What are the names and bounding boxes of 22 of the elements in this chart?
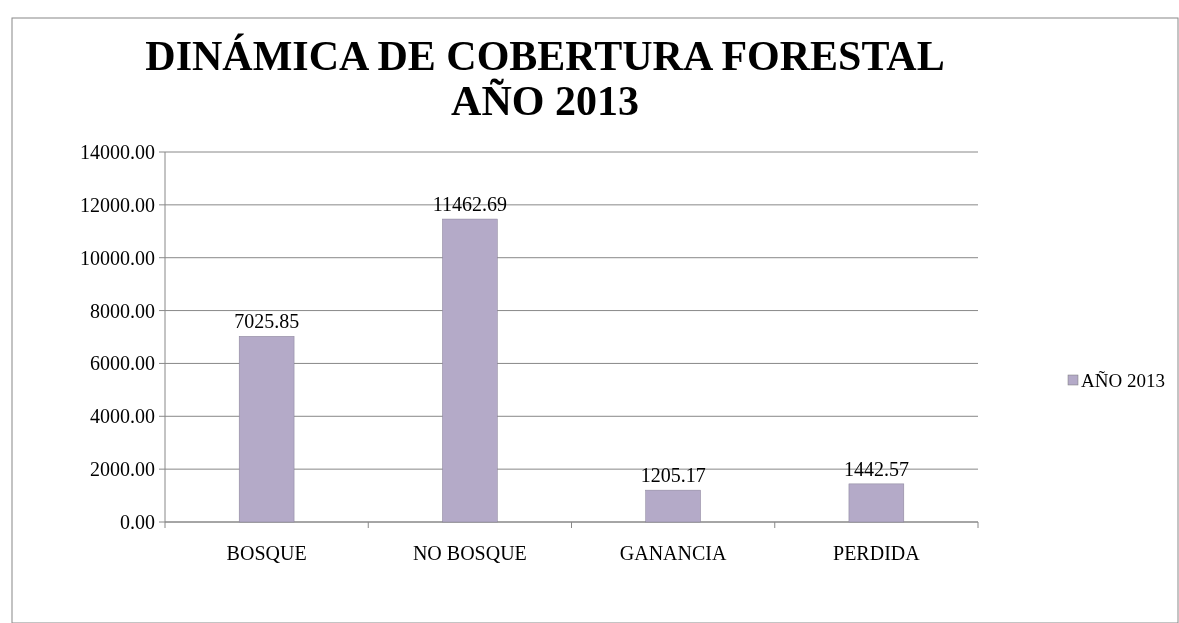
y-tick-label: 6000.00 bbox=[90, 352, 155, 375]
data-label: 1442.57 bbox=[843, 457, 909, 480]
legend-label: AÑO 2013 bbox=[1081, 369, 1165, 391]
x-tick-label: BOSQUE bbox=[226, 542, 307, 564]
y-tick-label: 8000.00 bbox=[90, 299, 155, 322]
x-tick-label: GANANCIA bbox=[619, 542, 728, 564]
data-label: 1205.17 bbox=[640, 464, 706, 487]
data-label: 7025.85 bbox=[234, 310, 300, 333]
y-tick-label: 4000.00 bbox=[90, 405, 155, 428]
y-tick-label: 10000.00 bbox=[80, 246, 155, 269]
bar bbox=[645, 489, 701, 523]
y-tick-label: 12000.00 bbox=[80, 193, 155, 216]
x-tick-label: PERDIDA bbox=[833, 542, 921, 564]
bar bbox=[238, 336, 295, 523]
y-tick-label: 14000.00 bbox=[80, 141, 155, 163]
y-tick-label: 2000.00 bbox=[90, 458, 155, 481]
y-tick-label: 0.00 bbox=[120, 511, 155, 533]
bar bbox=[442, 218, 498, 523]
chart-title: DINÁMICA DE COBERTURA FORESTAL AÑO 2013 bbox=[145, 33, 945, 124]
bar bbox=[848, 483, 905, 523]
x-tick-label: NO BOSQUE bbox=[412, 542, 527, 564]
data-label: 11462.69 bbox=[432, 193, 508, 216]
